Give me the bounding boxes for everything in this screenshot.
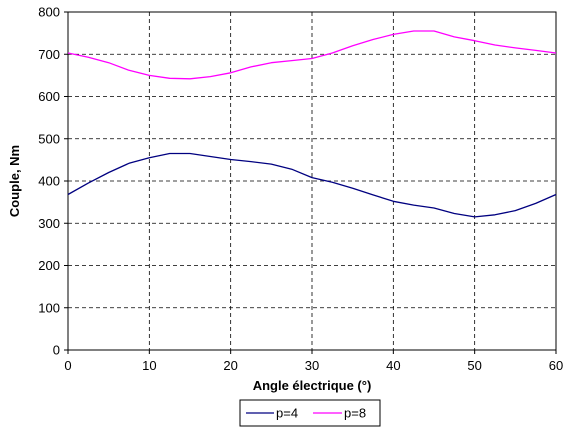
y-tick-label: 0: [53, 343, 60, 358]
series-lines: [67, 30, 557, 218]
x-axis-ticks: 0 10 20 30 40 50 60: [64, 350, 563, 373]
x-tick-label: 50: [467, 358, 481, 373]
y-tick-label: 800: [38, 5, 60, 20]
y-tick-label: 300: [38, 216, 60, 231]
series-line-p4: [67, 152, 557, 218]
y-axis-title: Couple, Nm: [7, 145, 22, 217]
legend-label-p8: p=8: [344, 406, 366, 421]
x-tick-label: 10: [142, 358, 156, 373]
x-tick-label: 0: [64, 358, 71, 373]
grid: [68, 12, 556, 350]
y-tick-label: 200: [38, 258, 60, 273]
y-tick-label: 600: [38, 89, 60, 104]
y-tick-label: 100: [38, 300, 60, 315]
x-axis-title: Angle électrique (°): [253, 378, 372, 393]
y-tick-label: 700: [38, 47, 60, 62]
y-axis-ticks: 0 100 200 300 400 500 600 700 800: [38, 5, 68, 358]
x-tick-label: 20: [223, 358, 237, 373]
x-tick-label: 60: [549, 358, 563, 373]
x-tick-label: 30: [305, 358, 319, 373]
y-tick-label: 500: [38, 131, 60, 146]
series-line-p8: [67, 30, 557, 80]
legend: p=4 p=8: [239, 399, 381, 427]
y-tick-label: 400: [38, 174, 60, 189]
x-tick-label: 40: [386, 358, 400, 373]
legend-label-p4: p=4: [276, 406, 298, 421]
